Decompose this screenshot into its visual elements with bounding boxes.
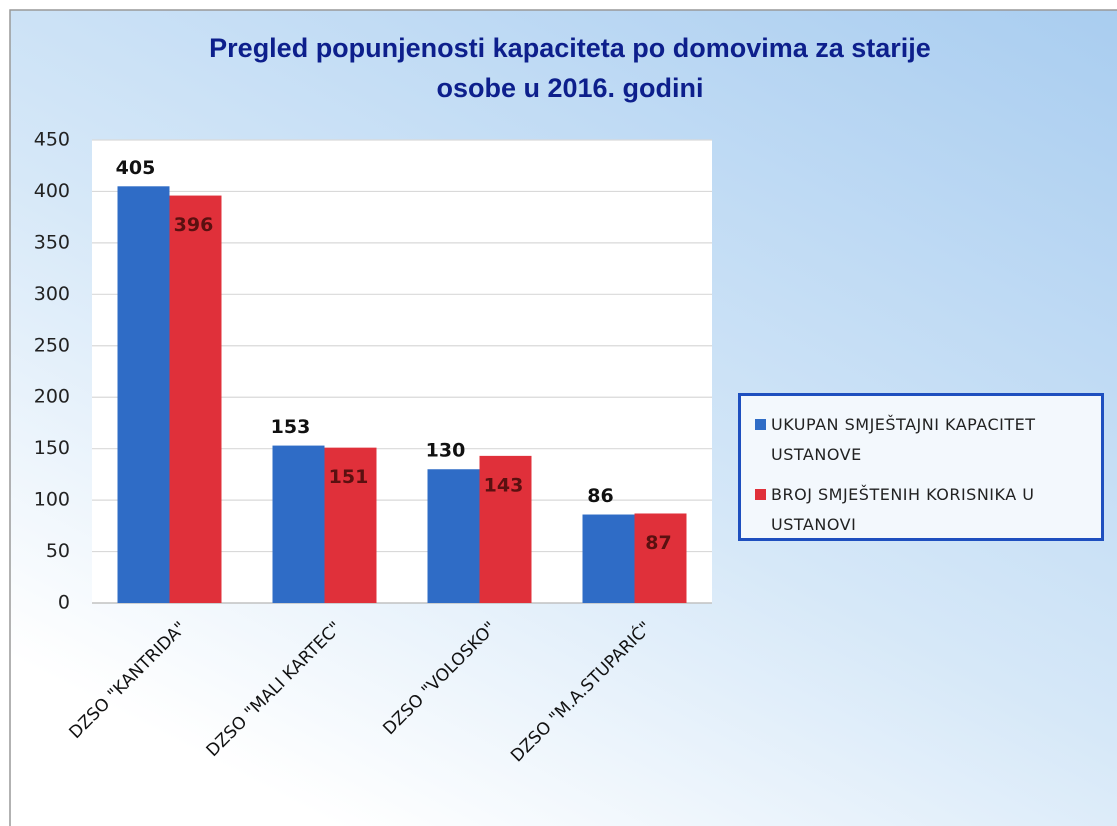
legend-swatch <box>755 419 766 430</box>
bar <box>634 513 687 603</box>
y-tick-label: 450 <box>34 129 70 151</box>
legend-label: BROJ SMJEŠTENIH KORISNIKA U USTANOVI <box>771 485 1035 534</box>
bar <box>272 445 325 603</box>
legend-item: UKUPAN SMJEŠTAJNI KAPACITET USTANOVE <box>755 410 1093 470</box>
value-label: 87 <box>645 532 671 554</box>
y-tick-label: 350 <box>34 231 70 253</box>
value-label: 405 <box>116 157 156 179</box>
y-tick-label: 300 <box>34 283 70 305</box>
bar <box>479 455 532 603</box>
value-label: 151 <box>329 466 369 488</box>
legend-label: UKUPAN SMJEŠTAJNI KAPACITET USTANOVE <box>771 415 1036 464</box>
value-label: 143 <box>484 474 524 496</box>
y-tick-label: 150 <box>34 437 70 459</box>
legend-swatch <box>755 489 766 500</box>
y-tick-label: 50 <box>46 540 70 562</box>
bar <box>427 469 480 603</box>
value-label: 396 <box>174 214 214 236</box>
chart-title: Pregled popunjenosti kapaciteta po domov… <box>209 33 931 103</box>
y-tick-label: 200 <box>34 386 70 408</box>
value-label: 86 <box>587 485 613 507</box>
y-tick-label: 0 <box>58 592 70 614</box>
y-tick-label: 100 <box>34 489 70 511</box>
bar <box>582 514 635 603</box>
legend-item: BROJ SMJEŠTENIH KORISNIKA U USTANOVI <box>755 480 1093 540</box>
bar <box>117 186 170 604</box>
bar <box>324 447 377 603</box>
y-tick-label: 250 <box>34 334 70 356</box>
value-label: 130 <box>426 440 466 462</box>
value-label: 153 <box>271 416 311 438</box>
bar <box>169 195 222 603</box>
y-tick-label: 400 <box>34 180 70 202</box>
legend: UKUPAN SMJEŠTAJNI KAPACITET USTANOVE BROJ… <box>738 393 1104 541</box>
